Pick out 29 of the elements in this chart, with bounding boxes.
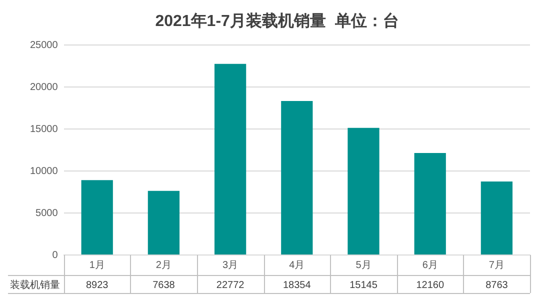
- data-label: 22772: [216, 280, 245, 291]
- y-tick-label: 10000: [30, 166, 58, 177]
- x-tick-label: 1月: [89, 260, 105, 271]
- text: 装载机销量: [10, 278, 60, 291]
- bar: [281, 100, 313, 254]
- bar: [148, 190, 180, 254]
- bar: [480, 181, 513, 254]
- y-tick-label: 0: [52, 250, 58, 261]
- data-label: 12160: [416, 280, 444, 291]
- bar: [414, 152, 446, 254]
- y-tick-label: 5000: [36, 208, 58, 219]
- data-label: 8763: [486, 280, 508, 291]
- x-tick-label: 3月: [222, 260, 238, 271]
- bar: [214, 64, 246, 254]
- x-tick-label: 2月: [156, 260, 172, 271]
- data-label: 18354: [283, 280, 312, 291]
- bar: [348, 128, 380, 254]
- chart-title: 2021年1-7月装载机销量 单位：台: [155, 12, 399, 30]
- data-label: 7638: [152, 280, 176, 291]
- data-label: 8923: [86, 280, 109, 291]
- x-tick-label: 6月: [422, 260, 438, 271]
- y-tick-label: 15000: [30, 124, 58, 135]
- x-tick-label: 7月: [488, 260, 504, 271]
- data-label: 15145: [350, 280, 378, 291]
- bar: [81, 180, 113, 254]
- x-tick-label: 5月: [356, 260, 372, 271]
- y-tick-label: 25000: [30, 40, 58, 51]
- x-tick-label: 4月: [289, 260, 305, 271]
- y-tick-label: 20000: [30, 82, 58, 93]
